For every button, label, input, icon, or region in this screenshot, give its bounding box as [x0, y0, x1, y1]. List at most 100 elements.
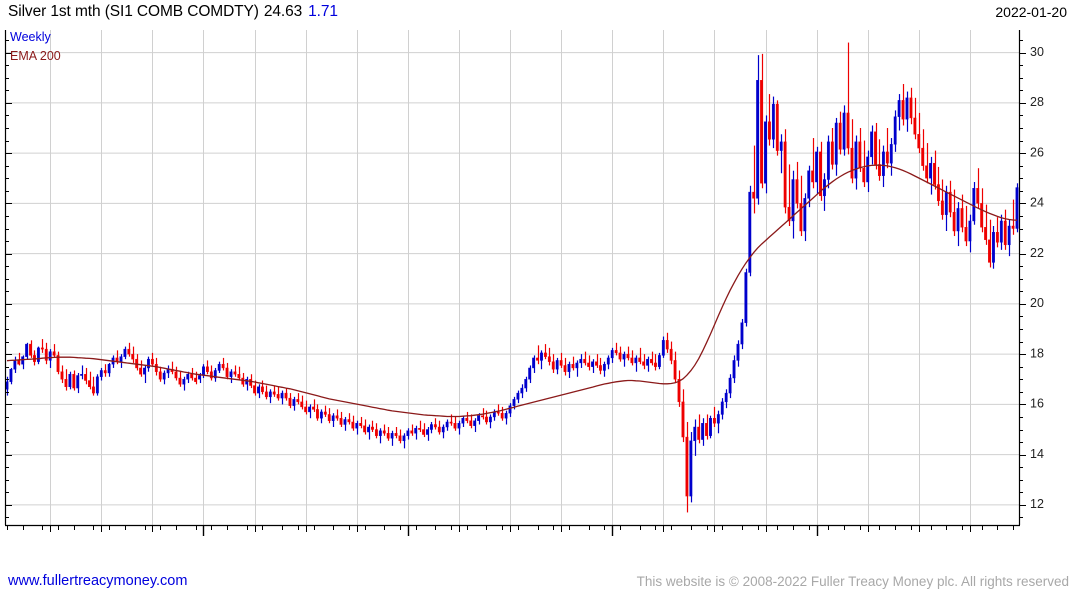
candle-body	[677, 379, 681, 403]
candle-body	[669, 348, 673, 361]
y-axis-tick-label: 20	[1030, 296, 1044, 310]
candle-body	[638, 357, 642, 362]
candle-body	[508, 405, 512, 414]
candle-body	[980, 203, 984, 228]
candle-body	[174, 371, 178, 379]
candle-body	[838, 122, 842, 150]
candle-body	[893, 116, 897, 145]
candle-body	[905, 97, 909, 120]
candle-body	[13, 360, 17, 370]
candle-body	[571, 363, 575, 369]
candle-body	[913, 117, 917, 135]
candle-body	[40, 347, 44, 350]
candle-body	[17, 360, 21, 365]
candle-body	[52, 351, 56, 356]
candle-body	[280, 392, 284, 399]
candle-body	[323, 411, 327, 415]
candle-body	[944, 191, 948, 215]
candle-body	[984, 227, 988, 241]
candle-body	[473, 420, 477, 426]
candle-body	[99, 370, 103, 377]
candle-body	[968, 220, 972, 242]
candle-body	[697, 426, 701, 440]
candle-body	[748, 191, 752, 273]
candle-body	[768, 121, 771, 140]
candle-body	[995, 232, 999, 243]
candle-body	[367, 426, 370, 433]
candle-body	[316, 409, 319, 419]
candle-body	[689, 440, 693, 497]
candle-body	[88, 380, 91, 388]
candle-body	[1007, 225, 1011, 246]
candle-body	[221, 363, 225, 369]
candle-body	[547, 356, 551, 362]
candle-body	[909, 97, 913, 119]
candle-body	[461, 418, 465, 424]
candle-body	[264, 391, 268, 398]
candle-body	[284, 392, 288, 399]
candle-body	[1015, 187, 1019, 229]
candle-body	[205, 366, 209, 372]
candle-body	[921, 147, 925, 166]
candle-body	[268, 391, 272, 398]
candle-body	[830, 141, 834, 165]
candle-body	[933, 162, 936, 185]
candle-body	[449, 421, 453, 424]
candle-body	[720, 401, 724, 415]
ema-200-path	[6, 164, 1018, 418]
chart-header: Silver 1st mth (SI1 COMB COMDTY) 24.63 1.7…	[0, 0, 1075, 28]
candle-body	[48, 351, 52, 361]
candle-body	[897, 100, 901, 117]
candle-body	[394, 433, 398, 436]
candle-body	[889, 144, 893, 164]
candle-body	[319, 411, 323, 419]
candle-body	[300, 401, 304, 408]
candle-body	[95, 376, 99, 394]
candle-body	[327, 414, 331, 421]
candle-body	[386, 433, 390, 439]
candle-body	[437, 426, 441, 433]
candle-body	[398, 435, 402, 442]
candle-body	[217, 363, 221, 371]
candle-body	[760, 80, 763, 184]
candle-body	[331, 415, 335, 421]
candle-body	[92, 386, 95, 394]
candle-body	[143, 367, 146, 375]
candle-body	[775, 103, 779, 151]
candle-body	[209, 371, 213, 379]
y-axis-tick-label: 28	[1030, 95, 1044, 109]
candle-body	[606, 357, 610, 365]
candle-body	[602, 363, 606, 371]
candle-body	[948, 191, 952, 213]
candle-body	[709, 418, 712, 436]
candle-body	[154, 363, 158, 372]
y-axis-tick-label: 22	[1030, 246, 1044, 260]
price-change: 1.71	[308, 3, 338, 20]
site-url-link[interactable]: www.fullertreacymoney.com	[8, 573, 188, 589]
candle-body	[862, 167, 866, 183]
candle-body	[972, 188, 976, 222]
candle-body	[646, 358, 650, 366]
candle-body	[705, 423, 708, 436]
candle-body	[732, 360, 736, 379]
candle-body	[744, 272, 748, 323]
candle-body	[779, 141, 783, 151]
candle-body	[771, 103, 775, 140]
candle-body	[127, 348, 131, 355]
candle-body	[532, 357, 536, 369]
candle-body	[685, 436, 689, 497]
candle-body	[595, 361, 598, 366]
candle-body	[807, 170, 811, 199]
candle-body	[528, 367, 532, 380]
candle-body	[799, 203, 803, 232]
candle-body	[657, 355, 661, 367]
candle-body	[618, 352, 622, 360]
candle-body	[457, 423, 461, 429]
candle-body	[661, 340, 665, 356]
candle-body	[107, 363, 111, 374]
candle-body	[36, 347, 40, 362]
candle-body	[76, 375, 80, 389]
candle-body	[634, 357, 638, 364]
